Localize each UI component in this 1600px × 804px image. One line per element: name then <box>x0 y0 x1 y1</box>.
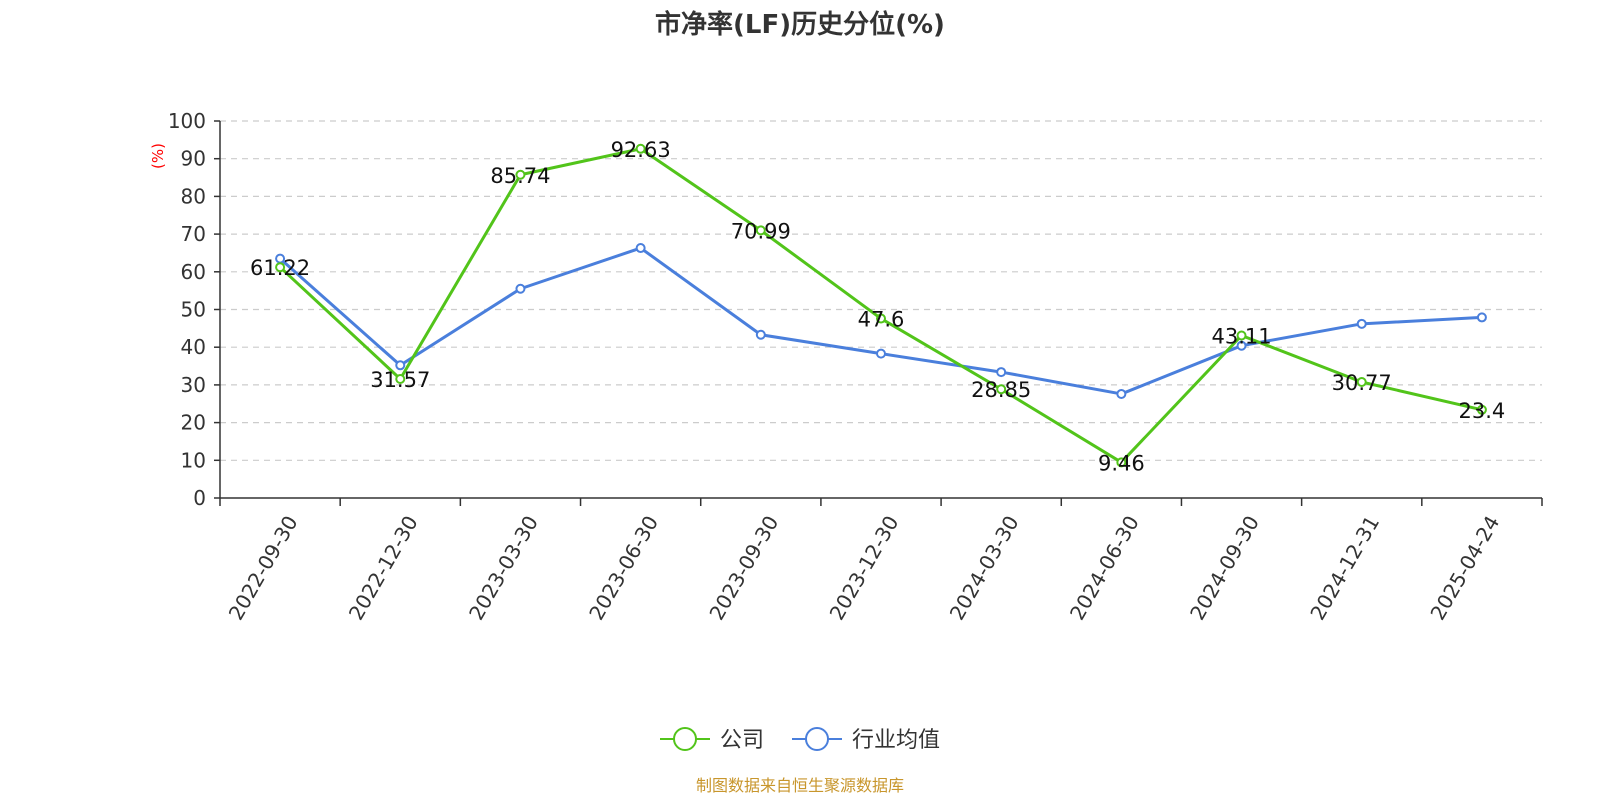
y-tick-label: 90 <box>181 147 206 171</box>
x-tick-label: 2022-09-30 <box>224 512 303 625</box>
x-tick-label: 2024-06-30 <box>1065 512 1144 625</box>
data-point <box>755 329 766 340</box>
data-point <box>275 262 286 273</box>
x-tick-label: 2023-06-30 <box>584 512 663 625</box>
y-tick-label: 50 <box>181 298 206 322</box>
y-tick-label: 30 <box>181 373 206 397</box>
data-point <box>395 373 406 384</box>
legend-label: 公司 <box>720 728 764 753</box>
data-label: 70.99 <box>731 219 791 243</box>
data-point <box>1476 404 1487 415</box>
y-tick-label: 10 <box>181 448 206 472</box>
data-label: 31.57 <box>370 368 430 392</box>
data-label: 92.63 <box>611 138 671 162</box>
legend-label: 行业均值 <box>852 728 940 753</box>
data-point <box>1116 388 1127 399</box>
y-tick-label: 20 <box>181 411 206 435</box>
data-point <box>1476 312 1487 323</box>
data-point <box>515 169 526 180</box>
chart-title: 市净率(LF)历史分位(%) <box>655 9 945 40</box>
y-axis-unit-label: (%) <box>149 143 167 169</box>
data-point <box>996 384 1007 395</box>
data-label: 30.77 <box>1332 371 1392 395</box>
data-point <box>876 313 886 324</box>
y-tick-label: 80 <box>181 184 206 208</box>
data-point <box>635 143 646 154</box>
legend-marker-icon <box>805 727 829 751</box>
data-label: 61.22 <box>250 256 310 280</box>
legend[interactable]: 公司 行业均值 <box>660 727 940 753</box>
data-label: 85.74 <box>490 164 550 188</box>
legend-marker-icon <box>673 727 697 751</box>
x-tick-label: 2024-03-30 <box>945 512 1024 625</box>
legend-item[interactable]: 行业均值 <box>792 727 940 753</box>
data-point <box>876 348 886 359</box>
y-tick-label: 100 <box>168 109 206 133</box>
data-point <box>1236 330 1247 341</box>
data-label: 28.85 <box>971 378 1031 402</box>
data-label: 43.11 <box>1211 324 1271 348</box>
data-point <box>395 360 406 371</box>
x-tick-label: 2025-04-24 <box>1425 512 1504 625</box>
x-tick-label: 2023-12-30 <box>825 512 904 625</box>
data-point <box>996 367 1007 378</box>
grid-lines <box>220 120 1542 461</box>
source-note: 制图数据来自恒生聚源数据库 <box>696 776 904 795</box>
data-point <box>515 283 526 294</box>
data-label: 47.6 <box>858 308 905 332</box>
y-tick-label: 60 <box>181 260 206 284</box>
data-point <box>635 243 646 254</box>
y-tick-label: 40 <box>181 335 206 359</box>
data-point <box>1356 318 1367 329</box>
x-tick-label: 2023-09-30 <box>704 512 783 625</box>
y-tick-label: 70 <box>181 222 206 246</box>
x-tick-label: 2024-09-30 <box>1185 512 1264 625</box>
y-tick-label: 0 <box>193 486 206 510</box>
data-point <box>1356 376 1367 387</box>
legend-item[interactable]: 公司 <box>660 727 764 753</box>
data-point <box>1236 340 1247 351</box>
data-point <box>1116 457 1127 468</box>
series-lines <box>275 143 1487 468</box>
axes: 0 10 20 30 40 50 60 70 80 90 100 2022-09-30 2022-12-… <box>168 109 1543 625</box>
data-label: 9.46 <box>1098 451 1145 475</box>
data-label: 23.4 <box>1459 399 1506 423</box>
data-labels: 61.22 31.57 85.74 92.63 70.99 47.6 28.85 9.46 43… <box>250 138 1505 476</box>
x-tick-label: 2022-12-30 <box>344 511 423 624</box>
x-tick-label: 2023-03-30 <box>464 512 543 625</box>
x-tick-label: 2024-12-31 <box>1305 512 1384 625</box>
data-point <box>755 225 766 236</box>
